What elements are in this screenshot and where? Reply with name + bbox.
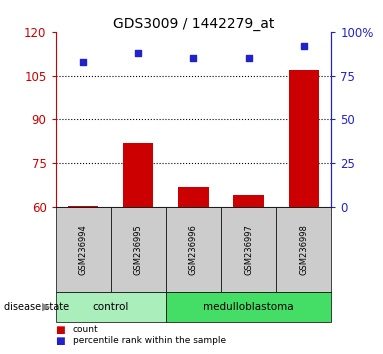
Bar [178,187,209,207]
Text: GSM236998: GSM236998 [299,224,308,275]
Text: disease state: disease state [4,302,69,312]
Text: GSM236997: GSM236997 [244,224,253,275]
Text: GSM236995: GSM236995 [134,224,143,275]
Bar [288,70,319,207]
Point [246,55,252,61]
Text: ▶: ▶ [42,302,50,312]
Text: medulloblastoma: medulloblastoma [203,302,294,312]
Point [80,59,86,64]
Bar [68,206,98,207]
Text: count: count [73,325,98,335]
Point [135,50,141,56]
Point [190,55,196,61]
Text: ■: ■ [56,325,65,335]
Bar [233,195,264,207]
Title: GDS3009 / 1442279_at: GDS3009 / 1442279_at [113,17,274,31]
Bar [123,143,154,207]
Text: GSM236996: GSM236996 [189,224,198,275]
Text: percentile rank within the sample: percentile rank within the sample [73,336,226,345]
Text: ■: ■ [56,336,65,346]
Text: GSM236994: GSM236994 [79,224,88,275]
Point [301,43,307,49]
Text: control: control [93,302,129,312]
